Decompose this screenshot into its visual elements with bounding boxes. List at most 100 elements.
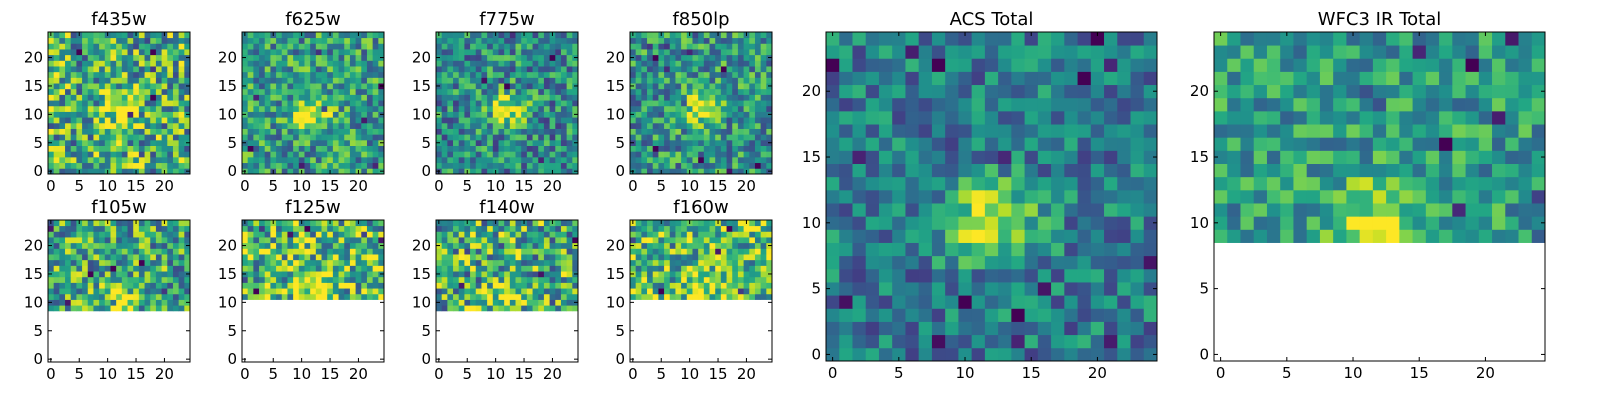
heatmap-cell xyxy=(270,77,277,84)
heatmap-cell xyxy=(737,66,744,73)
heatmap-cell xyxy=(161,139,168,146)
heatmap-cell xyxy=(892,58,906,72)
heatmap-cell xyxy=(172,265,180,272)
heatmap-cell xyxy=(1011,163,1025,178)
heatmap-cell xyxy=(441,49,448,56)
heatmap-cell xyxy=(515,145,522,152)
heatmap-cell xyxy=(1465,97,1480,112)
y-tick-label: 5 xyxy=(1199,280,1209,298)
heatmap-cell xyxy=(48,276,55,283)
heatmap-cell xyxy=(150,77,157,84)
heatmap-cell xyxy=(487,151,494,158)
heatmap-cell xyxy=(692,156,699,164)
heatmap-cell xyxy=(1143,124,1158,138)
heatmap-cell xyxy=(839,242,853,257)
heatmap-cell xyxy=(647,162,654,169)
heatmap-cell xyxy=(150,83,157,90)
heatmap-cell xyxy=(538,49,545,56)
heatmap-cell xyxy=(487,49,494,56)
heatmap-cell xyxy=(839,124,853,138)
heatmap-cell xyxy=(1024,58,1039,72)
y-tick-label: 5 xyxy=(615,134,625,152)
heatmap-cell xyxy=(287,43,294,50)
heatmap-cell xyxy=(172,77,180,84)
heatmap-cell xyxy=(276,248,283,255)
heatmap-cell xyxy=(116,242,123,249)
heatmap-cell xyxy=(150,282,157,289)
heatmap-cell xyxy=(572,94,579,101)
heatmap-cell xyxy=(110,271,117,278)
heatmap-cell xyxy=(1266,150,1281,164)
heatmap-cell xyxy=(104,162,111,169)
heatmap-cell xyxy=(1227,203,1241,217)
heatmap-cell xyxy=(532,71,539,78)
heatmap-cell xyxy=(675,156,682,164)
axes-frame xyxy=(435,219,579,363)
heatmap-cell xyxy=(281,242,288,249)
heatmap-cell xyxy=(65,305,72,312)
heatmap-cell xyxy=(172,54,180,61)
heatmap-cell xyxy=(1439,229,1453,243)
heatmap-cell xyxy=(150,162,157,169)
y-tick-label: 10 xyxy=(606,105,625,123)
heatmap-cell xyxy=(918,176,933,191)
heatmap-cell xyxy=(464,88,471,95)
y-tick-label: 5 xyxy=(421,134,431,152)
heatmap-cell xyxy=(971,255,986,270)
heatmap-cell xyxy=(703,156,710,164)
heatmap-cell xyxy=(144,248,151,255)
heatmap-cell xyxy=(349,254,356,261)
heatmap-cell xyxy=(1077,71,1092,86)
heatmap-cell xyxy=(259,231,266,238)
heatmap-cell xyxy=(70,88,77,95)
heatmap-cell xyxy=(652,156,659,164)
heatmap-cell xyxy=(121,248,128,255)
heatmap-cell xyxy=(133,66,140,73)
heatmap-cell xyxy=(515,248,522,255)
heatmap-cell xyxy=(945,97,959,112)
heatmap-cell xyxy=(138,105,145,112)
heatmap-cell xyxy=(167,168,174,175)
heatmap-cell xyxy=(664,293,671,300)
heatmap-cell xyxy=(247,37,254,44)
heatmap-cell xyxy=(1412,163,1427,178)
panel-title: f105w xyxy=(91,197,146,218)
heatmap-cell xyxy=(743,105,750,112)
heatmap-cell xyxy=(1104,176,1118,191)
heatmap-cell xyxy=(1214,110,1228,125)
heatmap-cell xyxy=(532,299,539,306)
heatmap-cell xyxy=(361,111,368,118)
heatmap-cell xyxy=(167,305,174,312)
heatmap-cell xyxy=(76,139,83,146)
heatmap-cell xyxy=(1505,58,1519,72)
heatmap-cell xyxy=(121,134,128,141)
heatmap-cell xyxy=(253,77,260,84)
heatmap-cell xyxy=(447,117,454,124)
heatmap-cell xyxy=(93,105,100,112)
heatmap-cell xyxy=(515,83,522,90)
heatmap-cell xyxy=(133,293,140,300)
heatmap-cell xyxy=(327,145,334,152)
heatmap-cell xyxy=(543,271,550,278)
heatmap-cell xyxy=(178,299,185,306)
heatmap-cell xyxy=(1346,137,1361,151)
heatmap-cell xyxy=(116,117,123,124)
heatmap-cell xyxy=(732,94,739,101)
heatmap-cell xyxy=(315,271,322,278)
heatmap-cell xyxy=(1227,176,1241,191)
heatmap-cell xyxy=(53,276,60,283)
heatmap-cell xyxy=(150,94,157,101)
heatmap-cell xyxy=(378,66,385,73)
heatmap-cell xyxy=(259,117,266,124)
heatmap-cell xyxy=(504,139,511,146)
heatmap-cell xyxy=(372,77,379,84)
heatmap-cell xyxy=(487,83,494,90)
heatmap-cell xyxy=(498,71,505,78)
heatmap-cell xyxy=(754,162,762,169)
heatmap-cell xyxy=(669,77,676,84)
heatmap-cell xyxy=(184,145,191,152)
heatmap-cell xyxy=(110,88,117,95)
heatmap-cell xyxy=(826,150,840,164)
heatmap-cell xyxy=(127,271,134,278)
